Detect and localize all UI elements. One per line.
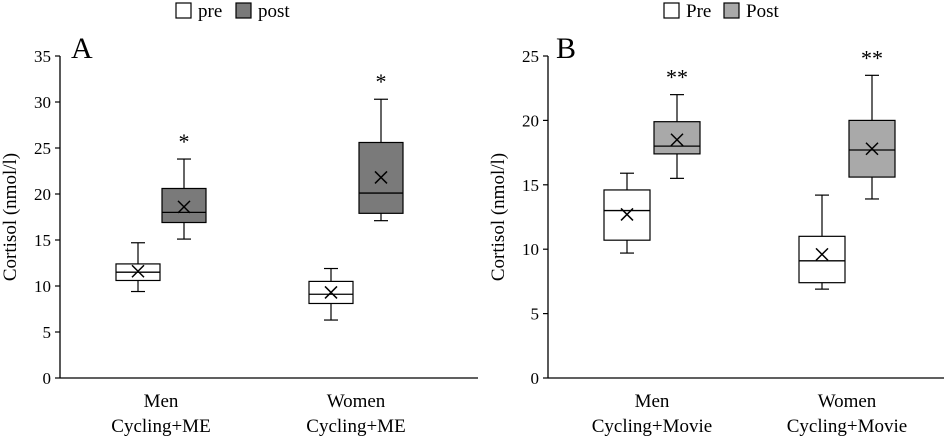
legend-swatch xyxy=(663,2,680,19)
y-tick-label: 20 xyxy=(34,185,51,204)
y-tick-label: 25 xyxy=(34,139,51,158)
panel-b: 0 5 10 15 20 25 Cortisol (nmol/l) B Pre Post Men Cy… xyxy=(488,1,944,437)
significance-label: * xyxy=(179,129,190,154)
box-iqr xyxy=(653,121,701,155)
y-tick-label: 15 xyxy=(34,231,51,250)
legend-label: pre xyxy=(198,1,222,22)
panel-label: A xyxy=(71,32,93,65)
significance-label: * xyxy=(376,69,387,94)
box-iqr xyxy=(798,235,846,284)
y-tick-label: 0 xyxy=(531,369,540,388)
box-iqr xyxy=(161,187,207,224)
legend-label: Post xyxy=(746,1,779,22)
mean-marker xyxy=(620,207,634,221)
mean-marker xyxy=(177,200,191,214)
category-label-line2: Cycling+ME xyxy=(306,416,405,437)
y-tick-label: 5 xyxy=(43,323,52,342)
category-label-line2: Cycling+ME xyxy=(111,416,210,437)
category-label-line1: Women xyxy=(818,391,877,412)
y-axis-label: Cortisol (nmol/l) xyxy=(488,153,509,281)
y-axis-label: Cortisol (nmol/l) xyxy=(0,153,21,281)
category-label-line2: Cycling+Movie xyxy=(592,416,713,437)
mean-marker xyxy=(131,264,145,278)
mean-marker xyxy=(324,285,338,299)
y-tick-label: 25 xyxy=(522,47,539,66)
legend-swatch xyxy=(175,2,192,19)
y-tick-label: 10 xyxy=(522,240,539,259)
category-label-line2: Cycling+Movie xyxy=(787,416,908,437)
mean-marker xyxy=(815,247,829,261)
mean-marker xyxy=(374,170,388,184)
category-label-line1: Women xyxy=(327,391,386,412)
legend-swatch xyxy=(723,2,740,19)
mean-marker xyxy=(670,133,684,147)
category-label-line1: Men xyxy=(635,391,670,412)
legend-label: post xyxy=(258,1,290,22)
y-tick-label: 0 xyxy=(43,369,52,388)
legend-swatch xyxy=(235,2,252,19)
mean-marker xyxy=(865,142,879,156)
y-tick-label: 35 xyxy=(34,47,51,66)
y-tick-label: 30 xyxy=(34,93,51,112)
legend-label: Pre xyxy=(686,1,711,22)
y-tick-label: 10 xyxy=(34,277,51,296)
y-tick-label: 20 xyxy=(522,111,539,130)
y-tick-label: 5 xyxy=(531,305,540,324)
significance-label: ** xyxy=(861,45,883,70)
panel-label: B xyxy=(556,32,576,65)
category-label-line1: Men xyxy=(144,391,179,412)
significance-label: ** xyxy=(666,65,688,90)
box-iqr xyxy=(358,141,404,214)
y-tick-label: 15 xyxy=(522,176,539,195)
